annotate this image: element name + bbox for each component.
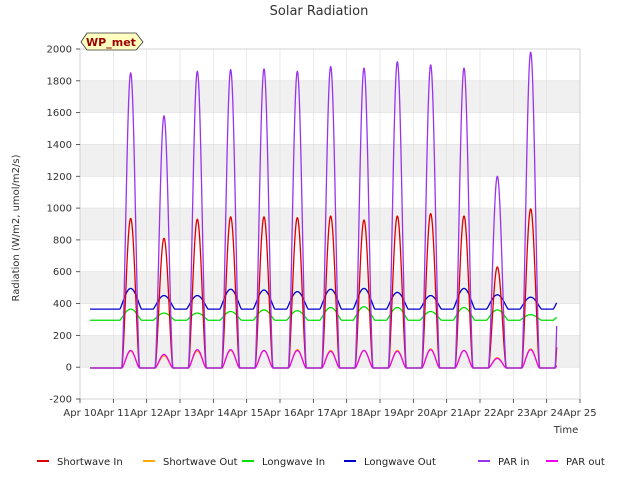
y-tick-label: 2000 — [47, 45, 72, 56]
y-tick-label: 600 — [53, 267, 72, 278]
x-tick-label: Apr 17 — [297, 408, 330, 419]
legend-label: PAR in — [498, 457, 529, 468]
x-tick-label: Apr 12 — [130, 408, 163, 419]
chart-title: Solar Radiation — [270, 4, 369, 19]
legend-label: Shortwave In — [57, 457, 123, 468]
x-tick-label: Apr 16 — [263, 408, 296, 419]
legend-item: Shortwave In — [37, 457, 123, 468]
badge-label: WP_met — [86, 36, 136, 49]
plot-border — [79, 48, 581, 400]
y-tick-label: 1600 — [47, 108, 72, 119]
plot-band — [80, 144, 580, 177]
x-tick-label: Apr 21 — [430, 408, 463, 419]
legend-item: PAR out — [546, 457, 605, 468]
badge-shape — [80, 32, 144, 51]
x-tick-label: Apr 18 — [330, 408, 363, 419]
legend-item: PAR in — [478, 457, 529, 468]
station-badge: WP_met — [80, 32, 144, 51]
y-tick-label: 1800 — [47, 76, 72, 87]
series-layer — [89, 51, 558, 369]
legend-item: Shortwave Out — [143, 457, 238, 468]
y-tick-label: 200 — [53, 331, 72, 342]
y-tick-label: 1400 — [47, 140, 72, 151]
x-tick-label: Apr 14 — [197, 408, 230, 419]
legend-label: Longwave In — [262, 457, 325, 468]
plot-band — [80, 208, 580, 240]
plot-band — [80, 80, 580, 113]
x-axis-label: Time — [553, 425, 578, 436]
y-tick-label: 1000 — [47, 204, 72, 215]
y-tick-label: 0 — [66, 363, 72, 374]
plot-frame — [79, 48, 581, 400]
y-tick-label: 1200 — [47, 172, 72, 183]
legend-label: PAR out — [566, 457, 605, 468]
x-tick-label: Apr 10 — [63, 408, 96, 419]
legend-item: Longwave In — [242, 457, 325, 468]
plot-background-bands — [80, 49, 580, 399]
legend-item: Longwave Out — [344, 457, 436, 468]
x-tick-label: Apr 13 — [163, 408, 196, 419]
plot-band — [80, 271, 580, 304]
x-tick-label: Apr 25 — [563, 408, 596, 419]
legend-label: Longwave Out — [364, 457, 436, 468]
x-axis-ticks: Apr 10 Apr 11 Apr 12 Apr 13 Apr 14 Apr 15 Apr … — [63, 399, 597, 419]
x-tick-label: Apr 23 — [497, 408, 530, 419]
legend: Shortwave In Shortwave Out Longwave In Long… — [37, 457, 605, 468]
y-axis-label: Radiation (W/m2, umol/m2/s) — [11, 154, 22, 301]
x-tick-label: Apr 11 — [97, 408, 130, 419]
x-tick-label: Apr 22 — [463, 408, 496, 419]
x-tick-label: Apr 19 — [363, 408, 396, 419]
legend-label: Shortwave Out — [163, 457, 238, 468]
series-line-par-in — [89, 51, 558, 369]
x-tick-label: Apr 20 — [397, 408, 430, 419]
x-tick-label: Apr 15 — [230, 408, 263, 419]
y-tick-label: 400 — [53, 299, 72, 310]
y-axis-ticks: -200 0 200 400 600 800 1000 1200 1400 1600 1800 200… — [47, 45, 80, 406]
y-tick-label: 800 — [53, 235, 72, 246]
y-tick-label: -200 — [49, 395, 72, 406]
x-tick-label: Apr 24 — [530, 408, 563, 419]
